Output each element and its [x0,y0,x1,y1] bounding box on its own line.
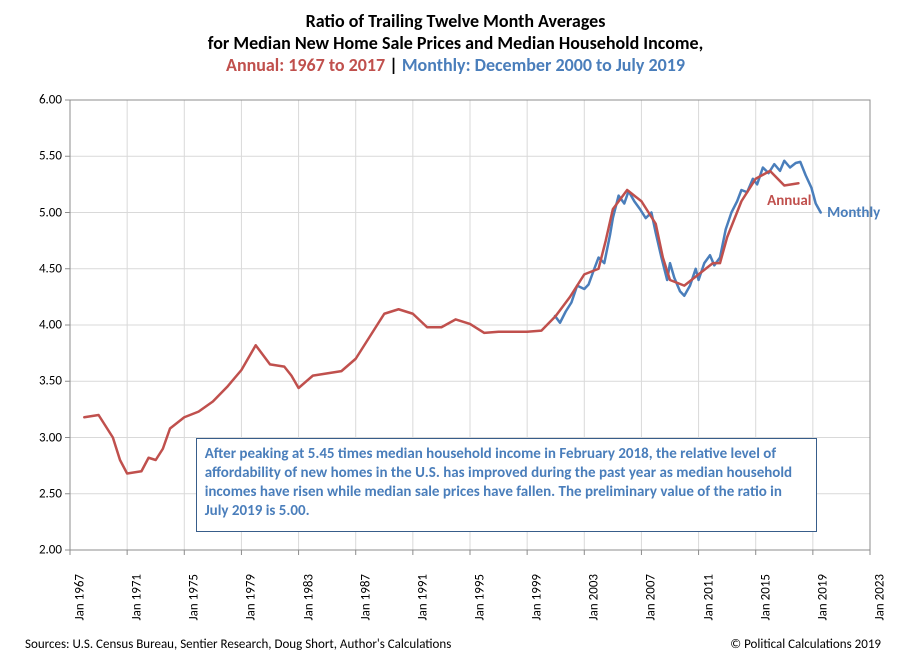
chart-container: Ratio of Trailing Twelve Month Averages … [0,0,911,662]
series-label-annual: Annual [767,192,811,210]
line-annual [84,171,798,474]
footer-copyright: © Political Calculations 2019 [730,637,881,652]
plot-area [0,0,911,662]
annotation-box: After peaking at 5.45 times median house… [196,438,817,533]
series-label-monthly: Monthly [827,204,880,222]
annotation-text: After peaking at 5.45 times median house… [205,445,792,520]
line-monthly [555,161,821,323]
footer-sources: Sources: U.S. Census Bureau, Sentier Res… [25,637,451,652]
